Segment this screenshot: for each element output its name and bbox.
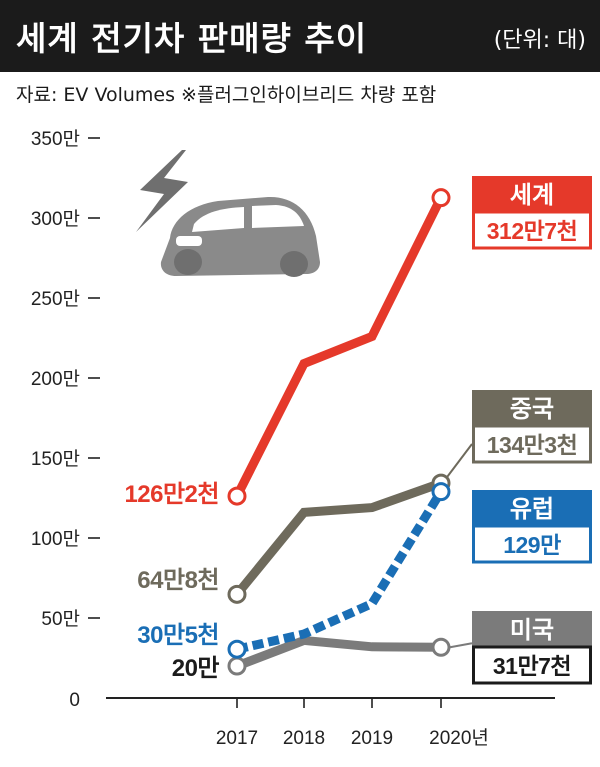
- end-value-box-europe: [472, 524, 592, 564]
- chart-title: 세계 전기차 판매량 추이: [16, 19, 368, 58]
- start-value-label-world: 126만2천: [124, 481, 219, 508]
- lightning-bolt-icon: [136, 150, 188, 232]
- source-note: 자료: EV Volumes ※플러그인하이브리드 차량 포함: [16, 84, 437, 106]
- legend-name-world: 세계: [510, 182, 554, 209]
- start-value-label-usa: 20만: [172, 655, 220, 682]
- series-line-europe: [236, 489, 445, 654]
- x-tick-label: 2019: [351, 728, 393, 749]
- x-tick-label: 2020년: [429, 727, 489, 749]
- usa-connector-line: [449, 642, 473, 649]
- x-tick-label: 2018: [283, 728, 325, 749]
- legend-name-box-europe: [472, 490, 592, 526]
- series-line-china: [233, 478, 443, 598]
- end-value-label-world: 312만7천: [487, 218, 578, 244]
- y-tick-label: 150만: [31, 448, 80, 470]
- series-line-world: [232, 195, 446, 499]
- data-point-europe: [227, 639, 247, 659]
- end-value-label-europe: 129만: [503, 532, 561, 558]
- end-value-label-china: 134만3천: [487, 432, 578, 458]
- end-value-box-world: [472, 210, 592, 250]
- legend-name-usa: 미국: [510, 617, 554, 644]
- legend-name-box-china: [472, 390, 592, 426]
- data-point-europe: [431, 482, 451, 502]
- end-value-box-usa: [472, 645, 592, 685]
- y-tick-label: 50만: [41, 608, 80, 630]
- data-point-china: [227, 584, 247, 604]
- china-connector-line: [446, 443, 473, 478]
- end-value-box-china: [472, 424, 592, 464]
- series-line-usa: [235, 635, 442, 671]
- legend-name-europe: 유럽: [510, 496, 554, 523]
- end-value-label-usa: 31만7천: [493, 653, 571, 679]
- y-tick-label: 300만: [31, 208, 80, 230]
- data-point-world: [227, 486, 247, 506]
- legend-name-china: 중국: [510, 396, 554, 423]
- unit-label: (단위: 대): [493, 28, 586, 53]
- y-tick-label: 100만: [31, 528, 80, 550]
- y-tick-label: 350만: [31, 128, 80, 150]
- header-bar: 세계 전기차 판매량 추이 (단위: 대): [0, 0, 600, 72]
- start-value-label-china: 64만8천: [137, 567, 219, 594]
- data-point-usa: [227, 656, 247, 676]
- y-tick-label: 0: [69, 690, 80, 711]
- legend-name-box-usa: [472, 611, 592, 647]
- data-point-world: [431, 188, 451, 208]
- x-tick-label: 2017: [216, 728, 258, 749]
- y-tick-label: 200만: [31, 368, 80, 390]
- y-tick-label: 250만: [31, 288, 80, 310]
- data-point-usa: [431, 637, 451, 657]
- start-value-label-europe: 30만5천: [137, 622, 219, 649]
- legend-name-box-world: [472, 176, 592, 212]
- electric-car-icon: [160, 196, 320, 277]
